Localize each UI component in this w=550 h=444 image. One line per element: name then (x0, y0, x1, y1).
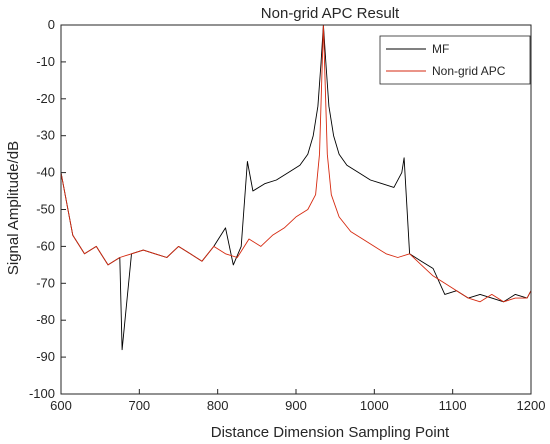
y-tick-label: -80 (36, 312, 55, 327)
y-tick-label: -20 (36, 91, 55, 106)
x-tick-label: 1100 (439, 398, 467, 413)
x-tick-label: 600 (50, 398, 72, 413)
y-tick-label: -100 (29, 386, 55, 401)
chart-title: Non-grid APC Result (261, 5, 400, 22)
y-tick-label: -30 (36, 128, 55, 143)
plot-background (61, 25, 531, 394)
x-tick-label: 700 (128, 398, 150, 413)
x-tick-label: 1000 (360, 398, 389, 413)
legend-label-mf: MF (432, 42, 449, 56)
legend-label-non-grid-apc: Non-grid APC (432, 64, 506, 78)
x-tick-label: 900 (285, 398, 307, 413)
x-tick-label: 800 (207, 398, 229, 413)
y-tick-label: -60 (36, 238, 55, 253)
x-axis-label: Distance Dimension Sampling Point (211, 424, 450, 441)
y-tick-label: -10 (36, 54, 55, 69)
legend: MF Non-grid APC (379, 35, 531, 85)
y-tick-label: -40 (36, 165, 55, 180)
plot-area (61, 25, 531, 394)
y-axis-label: Signal Amplitude/dB (5, 141, 22, 275)
x-tick-label: 1200 (517, 398, 546, 413)
legend-box (379, 35, 531, 85)
y-tick-label: -70 (36, 275, 55, 290)
y-tick-label: -90 (36, 349, 55, 364)
y-tick-label: -50 (36, 202, 55, 217)
y-tick-label: 0 (48, 17, 55, 32)
series-line-non-grid-apc (60, 24, 532, 303)
series-layer (60, 24, 532, 351)
ticks-layer: 600 700 800 900 1000 1100 1200 0 -10 -20 -30 -40 -50… (29, 17, 545, 413)
